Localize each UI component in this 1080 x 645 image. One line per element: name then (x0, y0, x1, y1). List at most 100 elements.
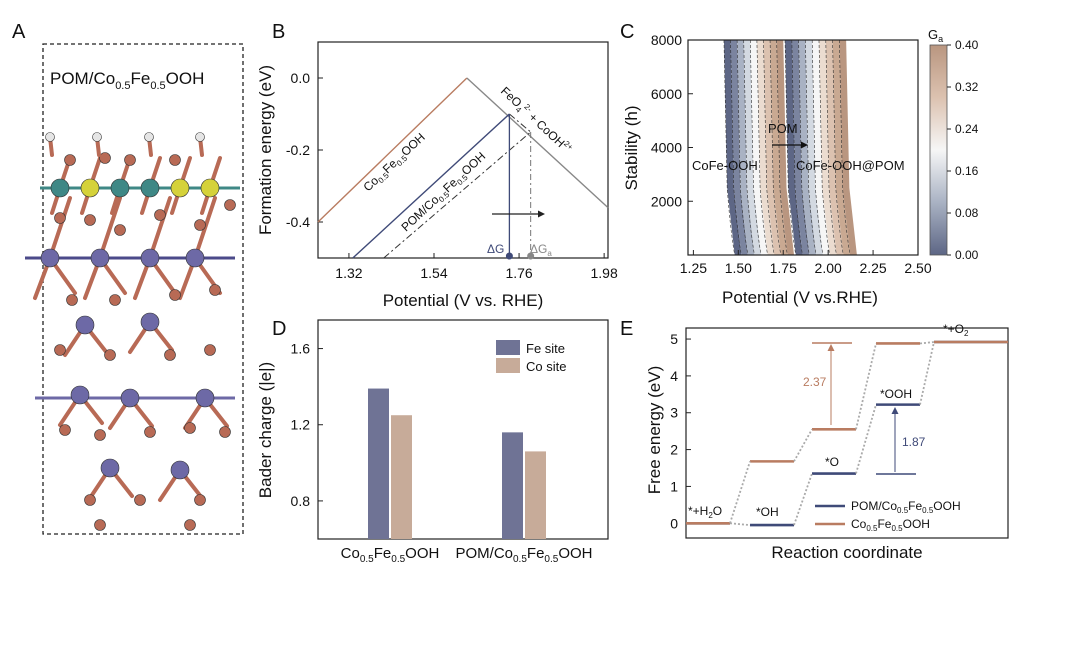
c-pom-band (812, 40, 830, 255)
cb-tick-label: 0.00 (955, 248, 979, 262)
c-axis-ticks: 1.25 1.50 1.75 2.00 2.25 2.50 2000 4000 6000 8000 (651, 32, 932, 276)
c-pom-band (805, 40, 823, 255)
d-ytick-label: 1.2 (291, 417, 311, 433)
structure-atoms (25, 132, 240, 531)
e-connector (919, 341, 935, 345)
e-connector (793, 428, 813, 462)
oxygen-atom (54, 212, 66, 224)
d-bar-co (391, 415, 412, 539)
e-ytick-label: 3 (670, 405, 678, 421)
pom-metal-atom (195, 388, 215, 408)
d-bar-co (525, 451, 546, 539)
oxygen-atom (104, 349, 116, 361)
e-ytick-label: 1 (670, 478, 678, 494)
metal-atom (200, 178, 220, 198)
c-xtick-label: 1.25 (680, 260, 707, 276)
panel-label-d: D (272, 318, 286, 340)
e-ytick-label: 4 (670, 368, 678, 384)
e-gap-pom: 1.87 (902, 435, 926, 449)
oxygen-atom (66, 294, 78, 306)
b-ytick-label: 0.0 (291, 70, 311, 86)
oxygen-atom (219, 426, 231, 438)
c-label-arrow: POM (768, 121, 798, 136)
oxygen-atom (154, 209, 166, 221)
oxygen-atom (84, 214, 96, 226)
d-category-0: Co0.5Fe0.5OOH (341, 545, 440, 565)
c-xtick-label: 1.50 (725, 260, 752, 276)
oxygen-atom (194, 494, 206, 506)
c-pom-contour (811, 40, 824, 255)
c-cofe-contour (743, 40, 755, 255)
b-shift-arrowhead (538, 210, 545, 218)
d-ytick-label: 1.6 (291, 341, 311, 357)
panel-label-c: C (620, 21, 634, 43)
b-vline-dga-dot (527, 252, 535, 260)
cb-tick-label: 0.32 (955, 80, 979, 94)
e-gap-cofe-arrowhead (827, 344, 835, 351)
c-colorbar-title: Ga (928, 27, 943, 44)
panel-e-chart: 0 1 2 3 4 5 Reaction coordinate Free energy (… (645, 322, 1009, 562)
metal-atom (110, 178, 130, 198)
e-connector (855, 404, 877, 474)
pom-metal-atom (100, 458, 120, 478)
e-gap-cofe: 2.37 (803, 375, 827, 389)
structure-title: POM/Co0.5Fe0.5OOH (50, 69, 204, 92)
d-legend-co-swatch (496, 358, 520, 373)
e-legend-pom: POM/Co0.5Fe0.5OOH (851, 499, 961, 515)
oxygen-atom (224, 199, 236, 211)
d-ylabel: Bader charge (|e|) (256, 362, 275, 498)
b-dga-label: ΔGa (530, 242, 552, 258)
e-step-oh: *OH (756, 505, 779, 519)
bond (193, 196, 217, 260)
bond (98, 196, 122, 260)
d-bars (368, 388, 546, 539)
oxygen-atom (59, 424, 71, 436)
oxygen-atom (169, 289, 181, 301)
oxygen-atom (164, 349, 176, 361)
metal-atom (170, 178, 190, 198)
c-colorbar (929, 44, 948, 256)
e-connector (919, 341, 935, 405)
d-legend-co: Co site (526, 359, 566, 374)
panel-a: POM/Co0.5Fe0.5OOH (25, 43, 244, 535)
c-pom-contour (832, 40, 844, 255)
e-step-ooh: *OOH (880, 387, 912, 401)
e-ytick-label: 0 (670, 515, 678, 531)
b-xtick-label: 1.98 (591, 265, 618, 281)
oxygen-atom (209, 284, 221, 296)
e-ytick-label: 5 (670, 331, 678, 347)
cb-tick-label: 0.24 (955, 122, 979, 136)
oxygen-atom (134, 494, 146, 506)
c-ytick-label: 4000 (651, 140, 682, 156)
c-pom-contour (784, 40, 797, 255)
c-cofe-contour (730, 40, 742, 255)
c-label-left: CoFe-OOH (692, 158, 758, 173)
oxygen-atom (54, 344, 66, 356)
structure-frame (42, 43, 244, 535)
e-axis-ticks: 0 1 2 3 4 5 (670, 331, 691, 531)
b-series-cofe (317, 77, 468, 223)
c-ytick-label: 6000 (651, 86, 682, 102)
c-xtick-label: 2.25 (859, 260, 886, 276)
pom-metal-atom (170, 460, 190, 480)
e-xlabel: Reaction coordinate (771, 543, 922, 562)
d-plot-frame (317, 319, 609, 540)
e-step-h2o: *+H2O (688, 504, 722, 520)
oxygen-atom (109, 294, 121, 306)
b-xtick-label: 1.54 (420, 265, 447, 281)
metal-atom (140, 178, 160, 198)
e-step-o2: *+O2 (943, 322, 969, 338)
oxygen-atom (94, 519, 106, 531)
c-pom-contour (825, 40, 837, 255)
c-cofe-contour (736, 40, 749, 255)
e-ylabel: Free energy (eV) (645, 366, 664, 495)
c-pom-contour (839, 40, 851, 255)
b-ytick-label: -0.4 (286, 214, 310, 230)
c-cofe-contour (749, 40, 762, 255)
c-pom-band (839, 40, 857, 255)
d-legend-fe: Fe site (526, 341, 565, 356)
b-ytick-label: -0.2 (286, 142, 310, 158)
c-pom-band (791, 40, 810, 255)
oxygen-atom (84, 494, 96, 506)
